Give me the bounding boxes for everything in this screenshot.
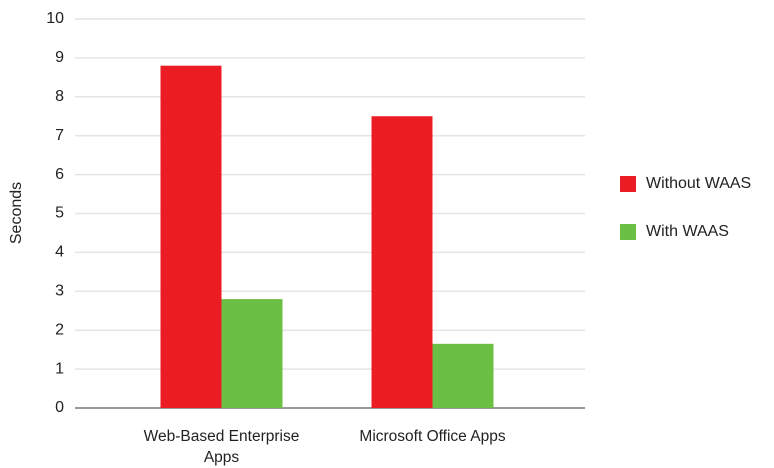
y-tick-label: 7 (55, 127, 64, 144)
bar (221, 299, 283, 408)
bar (432, 343, 494, 408)
legend-label: Without WAAS (646, 175, 751, 192)
y-tick-label: 10 (46, 10, 64, 27)
legend-label: With WAAS (646, 223, 729, 240)
y-tick-label: 1 (55, 360, 64, 377)
legend-swatch (620, 176, 636, 192)
y-tick-label: 4 (55, 244, 64, 261)
legend-swatch (620, 224, 636, 240)
y-tick-label: 5 (55, 205, 64, 222)
y-tick-label: 0 (55, 399, 64, 416)
y-tick-label: 8 (55, 88, 64, 105)
x-tick-label: Microsoft Office Apps (359, 428, 506, 445)
x-tick-label: Web-Based Enterprise Apps (143, 428, 300, 466)
y-tick-label: 2 (55, 321, 64, 338)
y-tick-label: 6 (55, 166, 64, 183)
y-tick-label: 9 (55, 49, 64, 66)
y-tick-label: 3 (55, 283, 64, 300)
y-axis-label: Seconds (8, 182, 25, 244)
bar (160, 65, 222, 409)
bar (371, 116, 433, 408)
